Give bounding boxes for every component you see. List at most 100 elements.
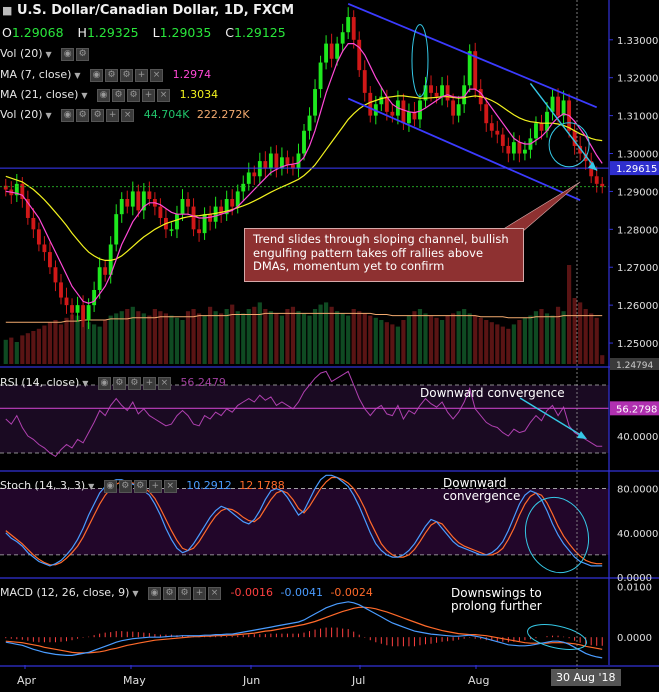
candle-body: [191, 206, 196, 230]
settings-icon[interactable]: ⚙: [120, 68, 134, 82]
gear-icon[interactable]: ⚙: [76, 108, 90, 122]
volume-bar: [362, 313, 367, 364]
dropdown-icon[interactable]: ▼: [45, 111, 52, 120]
candle-body: [224, 199, 229, 215]
candle-body: [97, 267, 102, 290]
close-icon[interactable]: ×: [121, 108, 135, 122]
candle-body: [279, 157, 284, 169]
candle-body: [351, 17, 356, 40]
volume-bar: [489, 322, 494, 364]
candle-body: [274, 153, 279, 169]
volume-bar: [141, 313, 146, 364]
gear-icon[interactable]: ⚙: [76, 47, 90, 61]
legend-macd[interactable]: MACD (12, 26, close, 9) ▼ ◉ ⚙ ⚙ + × -0.0016 -…: [0, 586, 373, 600]
candle-body: [285, 157, 290, 165]
high-label: H: [77, 25, 87, 40]
volume-bar: [180, 320, 185, 364]
eye-icon[interactable]: ◉: [97, 88, 111, 102]
vol-top-label: Vol (20): [0, 47, 43, 60]
price-tick-label: 1.30000: [617, 150, 658, 161]
candle-body: [92, 289, 97, 306]
legend-ma21[interactable]: MA (21, close) ▼ ◉ ⚙ ⚙ + × 1.3034: [0, 88, 218, 102]
open-value: 1.29068: [11, 25, 64, 40]
volume-bar: [323, 302, 329, 364]
candle-body: [522, 149, 527, 154]
volume-bar: [108, 315, 113, 364]
candle-body: [213, 206, 218, 222]
candle-body: [594, 176, 599, 184]
gear-icon[interactable]: ⚙: [163, 586, 177, 600]
volume-bar: [20, 335, 25, 364]
eye-icon[interactable]: ◉: [97, 376, 111, 390]
volume-bar: [75, 315, 80, 364]
legend-vol[interactable]: Vol (20) ▼ ◉ ⚙ ⚙ + × 44.704K 222.272K: [0, 108, 250, 122]
ma7-label: MA (7, close): [0, 68, 72, 81]
candle-body: [495, 130, 500, 135]
annotation-ellipse: [548, 122, 590, 168]
close-icon[interactable]: ×: [157, 88, 171, 102]
settings-icon[interactable]: ⚙: [91, 108, 105, 122]
dropdown-icon[interactable]: ▼: [74, 71, 81, 80]
eye-icon[interactable]: ◉: [103, 479, 117, 493]
dropdown-icon[interactable]: ▼: [88, 482, 95, 491]
legend-vol-top[interactable]: Vol (20) ▼ ◉ ⚙: [0, 47, 91, 61]
settings-icon[interactable]: ⚙: [127, 88, 141, 102]
close-icon[interactable]: ×: [208, 586, 222, 600]
close-icon[interactable]: ×: [150, 68, 164, 82]
settings-icon[interactable]: ⚙: [127, 376, 141, 390]
gear-icon[interactable]: ⚙: [112, 88, 126, 102]
volume-bar: [97, 326, 102, 364]
dropdown-icon[interactable]: ▼: [132, 589, 139, 598]
dropdown-icon[interactable]: ▼: [81, 91, 88, 100]
volume-bar: [279, 315, 285, 364]
high-value: 1.29325: [86, 25, 139, 40]
volume-bar: [241, 313, 246, 364]
volume-bar: [219, 313, 224, 364]
price-tick-label: 1.29000: [617, 187, 658, 198]
volume-bar: [384, 322, 389, 364]
dropdown-icon[interactable]: ▼: [82, 379, 89, 388]
stoch-annotation-line2: convergence: [443, 489, 521, 503]
legend-rsi[interactable]: RSI (14, close) ▼ ◉ ⚙ ⚙ + × 56.2479: [0, 376, 226, 390]
add-icon[interactable]: +: [106, 108, 120, 122]
time-tick-label: Jun: [242, 674, 260, 687]
legend-ma7[interactable]: MA (7, close) ▼ ◉ ⚙ ⚙ + × 1.2974: [0, 68, 211, 82]
volume-bar: [423, 313, 428, 364]
volume-bar: [114, 313, 119, 364]
eye-icon[interactable]: ◉: [61, 47, 75, 61]
volume-bar: [567, 265, 572, 364]
candle-body: [136, 191, 141, 211]
add-icon[interactable]: +: [135, 68, 149, 82]
volume-bar: [257, 302, 262, 364]
gear-icon[interactable]: ⚙: [112, 376, 126, 390]
volume-bar: [578, 302, 583, 364]
volume-bar: [174, 317, 180, 364]
candle-body: [252, 172, 257, 177]
close-icon[interactable]: ×: [157, 376, 171, 390]
eye-icon[interactable]: ◉: [90, 68, 104, 82]
gear-icon[interactable]: ⚙: [105, 68, 119, 82]
dropdown-icon[interactable]: ▼: [45, 50, 52, 59]
volume-bar: [478, 317, 483, 364]
volume-bar: [473, 315, 478, 364]
eye-icon[interactable]: ◉: [148, 586, 162, 600]
add-icon[interactable]: +: [142, 376, 156, 390]
add-icon[interactable]: +: [142, 88, 156, 102]
collapse-icon[interactable]: ■: [2, 4, 13, 17]
volume-bar: [69, 314, 75, 364]
close-icon[interactable]: ×: [163, 479, 177, 493]
legend-stoch[interactable]: Stoch (14, 3, 3) ▼ ◉ ⚙ ⚙ + × 10.2912 12.1788: [0, 479, 285, 493]
add-icon[interactable]: +: [148, 479, 162, 493]
candle-body: [572, 130, 577, 146]
gear-icon[interactable]: ⚙: [118, 479, 132, 493]
macd-value-3: -0.0024: [330, 586, 373, 599]
volume-bar: [196, 313, 202, 364]
settings-icon[interactable]: ⚙: [178, 586, 192, 600]
stoch-d-line: [5, 476, 603, 566]
eye-icon[interactable]: ◉: [61, 108, 75, 122]
add-icon[interactable]: +: [193, 586, 207, 600]
candle-body: [31, 217, 36, 230]
volume-bar: [406, 315, 412, 364]
settings-icon[interactable]: ⚙: [133, 479, 147, 493]
volume-bar: [213, 311, 218, 364]
